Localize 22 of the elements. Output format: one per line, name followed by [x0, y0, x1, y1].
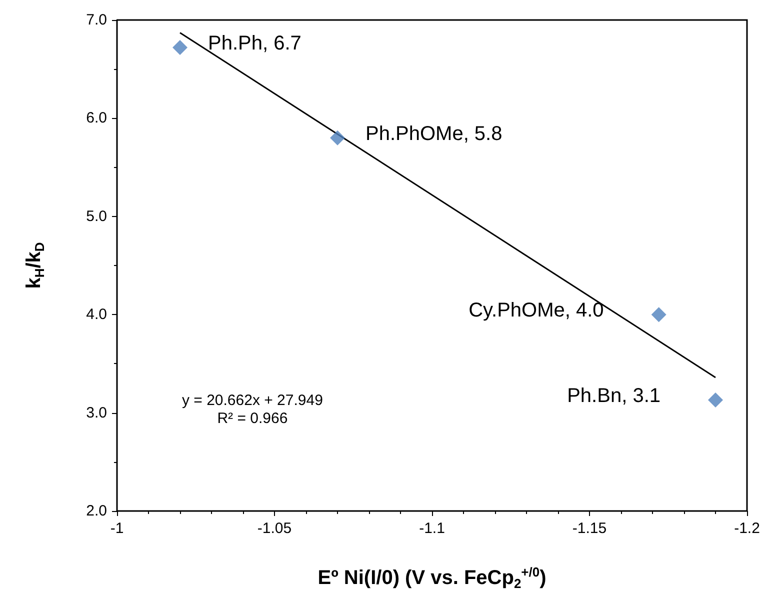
- annotation: y = 20.662x + 27.949: [182, 392, 323, 410]
- y-tick-label: 5.0: [86, 208, 107, 225]
- annotation: Cy.PhOMe, 4.0: [468, 300, 604, 322]
- y-tick-label: 3.0: [86, 404, 107, 422]
- x-tick-label: -1: [110, 520, 124, 537]
- x-tick-label: -1.15: [572, 520, 607, 537]
- annotation: Ph.Ph, 6.7: [208, 32, 302, 54]
- x-tick-label: -1.05: [257, 520, 292, 537]
- annotation: Ph.PhOMe, 5.8: [366, 122, 502, 145]
- x-tick-label: -1.2: [734, 520, 760, 537]
- x-tick-label: -1.1: [419, 520, 445, 537]
- point: [651, 307, 666, 322]
- y-tick-label: 2.0: [86, 502, 107, 520]
- point: [330, 130, 345, 146]
- y-tick-label: 7.0: [86, 12, 107, 28]
- annotation: R² = 0.966: [217, 410, 288, 428]
- y-axis-title: kH/kD: [23, 242, 47, 289]
- y-tick-label: 4.0: [86, 306, 107, 324]
- point: [172, 40, 188, 55]
- annotation: Ph.Bn, 3.1: [567, 385, 660, 408]
- point: [708, 392, 723, 408]
- y-tick-label: 6.0: [86, 110, 107, 127]
